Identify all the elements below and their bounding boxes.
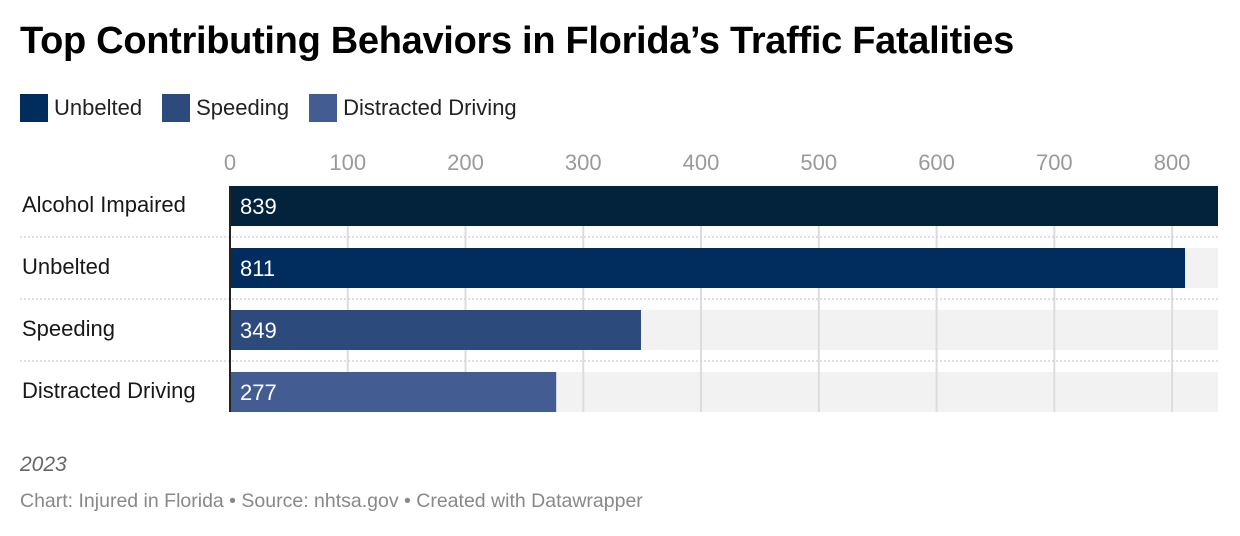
bar [230, 372, 557, 412]
category-label: Alcohol Impaired [22, 192, 186, 217]
bar [230, 186, 1218, 226]
bar [230, 310, 641, 350]
category-label: Speeding [22, 316, 115, 341]
footer-source: Chart: Injured in Florida • Source: nhts… [20, 490, 643, 512]
legend-item-unbelted: Unbelted [20, 94, 142, 122]
legend: Unbelted Speeding Distracted Driving [20, 94, 537, 122]
bar-chart: 0 100 200 300 400 500 600 700 800 Alcohol Impaire… [20, 150, 1218, 412]
legend-item-speeding: Speeding [162, 94, 289, 122]
legend-swatch [162, 94, 191, 122]
chart-title: Top Contributing Behaviors in Florida’s … [20, 20, 1014, 62]
value-label: 349 [240, 318, 277, 343]
value-label: 839 [240, 194, 277, 219]
x-tick-label: 400 [683, 150, 720, 175]
footer-note: 2023 [20, 453, 67, 476]
legend-swatch [20, 94, 48, 122]
bar [230, 248, 1186, 288]
legend-label: Speeding [196, 95, 290, 120]
x-tick-label: 700 [1036, 150, 1073, 175]
x-tick-label: 200 [447, 150, 484, 175]
legend-label: Unbelted [54, 95, 143, 120]
value-label: 811 [240, 256, 275, 281]
value-label: 277 [240, 380, 277, 405]
x-tick-label: 100 [329, 150, 366, 175]
legend-swatch [309, 94, 338, 122]
x-tick-label: 500 [800, 150, 837, 175]
category-label: Unbelted [22, 254, 110, 279]
x-tick-label: 800 [1154, 150, 1191, 175]
x-tick-label: 0 [224, 150, 236, 175]
category-label: Distracted Driving [22, 378, 196, 403]
legend-item-distracted-driving: Distracted Driving [309, 94, 517, 122]
legend-label: Distracted Driving [343, 95, 517, 120]
x-tick-label: 300 [565, 150, 602, 175]
x-tick-label: 600 [918, 150, 955, 175]
